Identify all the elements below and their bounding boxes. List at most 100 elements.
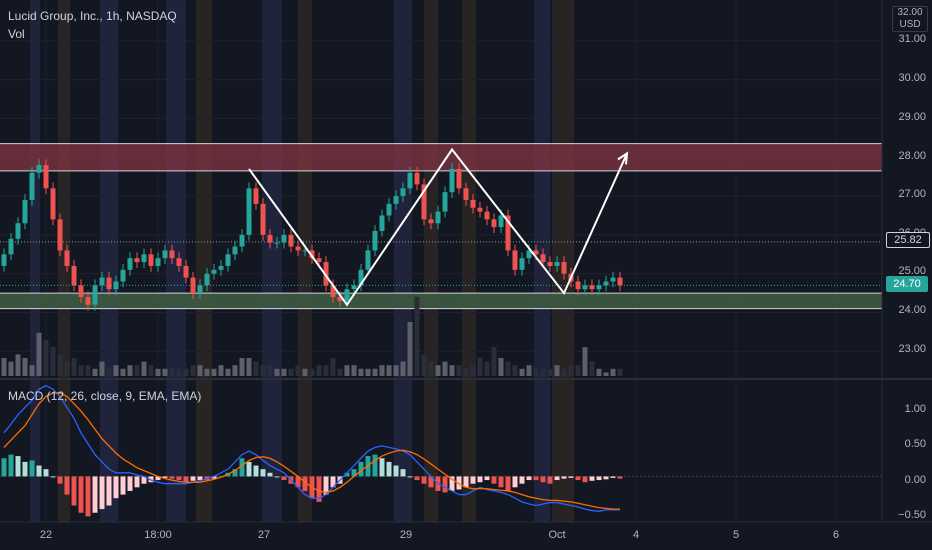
volume-bar — [176, 368, 182, 376]
macd-histogram-bar — [512, 476, 518, 488]
price-tick: 25.00 — [898, 265, 926, 277]
macd-histogram-bar — [162, 476, 168, 478]
macd-histogram-bar — [330, 476, 336, 488]
candle-body — [113, 281, 119, 290]
volume-bar — [211, 368, 217, 376]
macd-histogram-bar — [547, 476, 553, 484]
candle-body — [295, 246, 301, 251]
volume-bar — [15, 354, 21, 376]
macd-tick: 0.00 — [904, 474, 926, 486]
volume-bar — [169, 368, 175, 376]
candle-body — [141, 254, 147, 263]
price-tick: 31.00 — [898, 33, 926, 45]
volume-bar — [218, 365, 224, 376]
volume-label: Vol — [8, 27, 25, 41]
candle-body — [435, 211, 441, 224]
candle-body — [344, 289, 350, 301]
session-band — [424, 0, 438, 522]
time-tick: 18:00 — [144, 529, 172, 541]
volume-bar — [421, 354, 427, 376]
macd-histogram-bar — [239, 458, 245, 477]
candle-body — [575, 281, 581, 290]
candle-body — [540, 254, 546, 263]
volume-bar — [519, 368, 525, 376]
time-tick: 4 — [632, 529, 640, 541]
candle-body — [148, 254, 154, 266]
volume-bar — [57, 354, 63, 376]
volume-bar — [428, 361, 434, 376]
price-tick: 24.00 — [898, 304, 926, 316]
candle-body — [463, 188, 469, 200]
volume-bar — [281, 368, 287, 376]
candle-body — [603, 281, 609, 286]
price-tick: 27.00 — [898, 188, 926, 200]
candle-body — [533, 250, 539, 255]
candle-body — [239, 234, 245, 247]
macd-histogram-bar — [498, 476, 504, 488]
price-tick: 29.00 — [898, 111, 926, 123]
candle-body — [547, 262, 553, 266]
volume-bar — [190, 365, 196, 376]
candle-body — [470, 199, 476, 208]
candle-body — [379, 215, 385, 232]
candle-body — [372, 231, 378, 251]
candle-body — [169, 250, 175, 259]
time-tick: 29 — [399, 529, 413, 541]
volume-bar — [372, 368, 378, 376]
volume-bar — [183, 368, 189, 376]
session-band — [262, 0, 282, 522]
macd-histogram-bar — [589, 476, 595, 481]
macd-histogram-bar — [554, 476, 560, 481]
macd-histogram-bar — [442, 476, 448, 493]
volume-bar — [358, 368, 364, 376]
macd-histogram-bar — [477, 476, 483, 483]
macd-histogram-bar — [561, 476, 567, 479]
volume-bar — [113, 365, 119, 376]
macd-histogram-bar — [106, 476, 112, 506]
candle-body — [554, 262, 560, 266]
macd-histogram-bar — [491, 476, 497, 484]
candle-body — [127, 258, 133, 270]
volume-bar — [29, 365, 35, 376]
volume-bar — [337, 368, 343, 376]
macd-histogram-bar — [120, 476, 126, 495]
candle-body — [365, 250, 371, 270]
volume-bar — [155, 368, 161, 376]
volume-bar — [50, 347, 56, 376]
macd-histogram-bar — [260, 469, 266, 477]
macd-histogram-bar — [267, 472, 273, 477]
candle-body — [246, 188, 252, 235]
volume-bar — [225, 368, 231, 376]
volume-bar — [267, 365, 273, 376]
session-band — [462, 0, 476, 522]
candle-body — [505, 215, 511, 251]
volume-bar — [477, 358, 483, 376]
macd-histogram-bar — [78, 476, 84, 513]
macd-histogram-bar — [603, 476, 609, 480]
volume-bar — [351, 365, 357, 376]
candle-body — [393, 196, 399, 204]
candle-body — [407, 172, 413, 189]
macd-histogram-bar — [484, 476, 490, 481]
candle-body — [386, 203, 392, 216]
candle-body — [162, 250, 168, 259]
macd-histogram-bar — [540, 476, 546, 483]
macd-histogram-bar — [99, 476, 105, 510]
macd-histogram-bar — [8, 454, 14, 477]
currency-button[interactable]: 32.00 USD — [892, 6, 928, 32]
volume-bar — [365, 368, 371, 376]
volume-bar — [22, 358, 28, 376]
last-price-tag: 24.70 — [886, 276, 928, 292]
macd-histogram-bar — [134, 476, 140, 488]
macd-histogram-bar — [449, 476, 455, 491]
macd-histogram-bar — [22, 461, 28, 477]
macd-label: MACD (12, 26, close, 9, EMA, EMA) — [8, 389, 202, 403]
candle-body — [85, 297, 91, 305]
candle-body — [29, 172, 35, 200]
macd-histogram-bar — [246, 461, 252, 477]
time-tick: 5 — [732, 529, 740, 541]
volume-bar — [148, 365, 154, 376]
volume-bar — [8, 361, 14, 376]
volume-bar — [470, 365, 476, 376]
